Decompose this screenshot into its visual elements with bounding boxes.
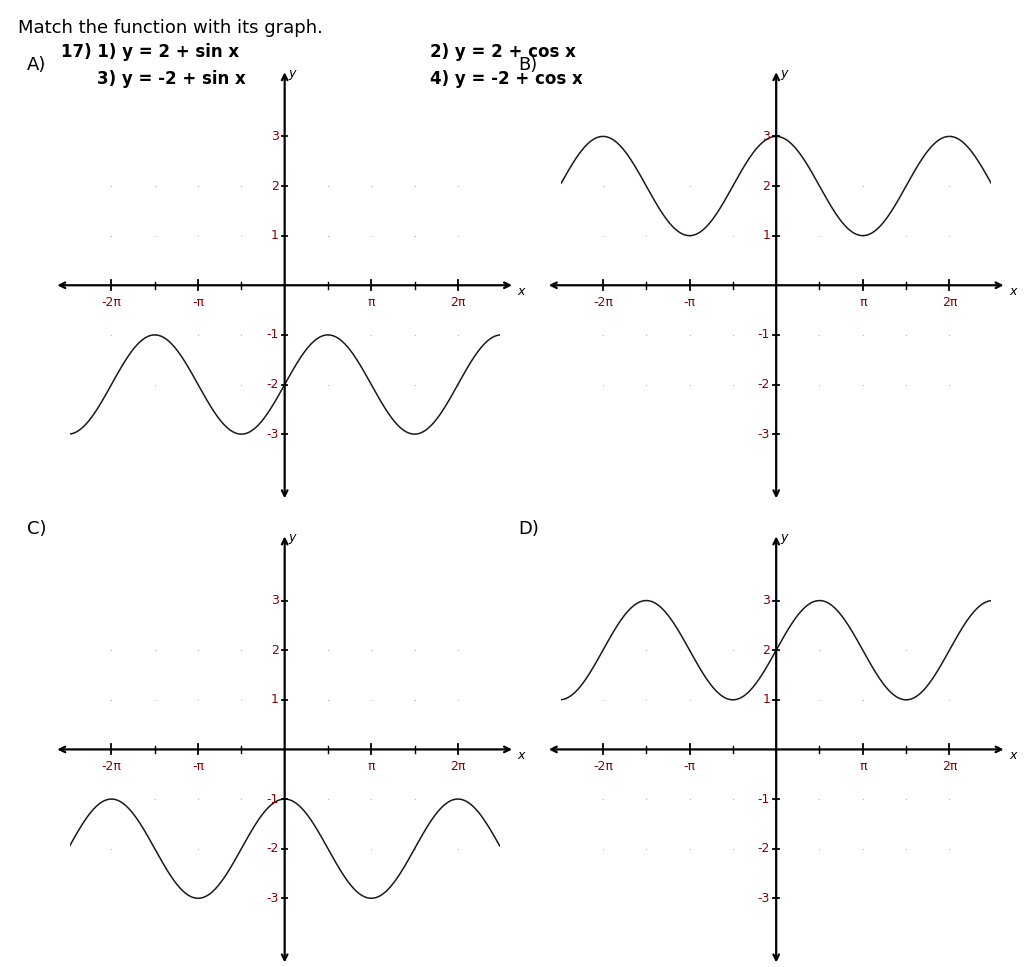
Text: -2π: -2π: [101, 760, 122, 774]
Text: y: y: [289, 67, 296, 80]
Text: 3: 3: [270, 130, 279, 143]
Text: 2π: 2π: [451, 760, 466, 774]
Text: -2: -2: [758, 378, 770, 391]
Text: x: x: [518, 748, 525, 762]
Text: 4) y = -2 + cos x: 4) y = -2 + cos x: [430, 70, 583, 88]
Text: y: y: [780, 531, 787, 544]
Text: y: y: [780, 67, 787, 80]
Text: π: π: [368, 760, 375, 774]
Text: -π: -π: [193, 296, 204, 309]
Text: -3: -3: [266, 892, 279, 905]
Text: x: x: [1009, 748, 1017, 762]
Text: -2: -2: [758, 842, 770, 855]
Text: x: x: [518, 284, 525, 298]
Text: 1: 1: [270, 229, 279, 242]
Text: 3: 3: [762, 130, 770, 143]
Text: 2π: 2π: [942, 296, 957, 309]
Text: 1: 1: [762, 693, 770, 706]
Text: -1: -1: [266, 793, 279, 806]
Text: -3: -3: [266, 427, 279, 441]
Text: -3: -3: [758, 427, 770, 441]
Text: A): A): [27, 56, 46, 74]
Text: 1: 1: [270, 693, 279, 706]
Text: 17) 1) y = 2 + sin x: 17) 1) y = 2 + sin x: [61, 43, 240, 61]
Text: π: π: [859, 760, 866, 774]
Text: π: π: [859, 296, 866, 309]
Text: -π: -π: [684, 296, 695, 309]
Text: y: y: [289, 531, 296, 544]
Text: -2: -2: [266, 378, 279, 391]
Text: B): B): [518, 56, 538, 74]
Text: 2π: 2π: [942, 760, 957, 774]
Text: -2π: -2π: [593, 760, 613, 774]
Text: 3: 3: [762, 594, 770, 607]
Text: 2: 2: [270, 180, 279, 192]
Text: 2π: 2π: [451, 296, 466, 309]
Text: -2π: -2π: [101, 296, 122, 309]
Text: x: x: [1009, 284, 1017, 298]
Text: 2: 2: [762, 180, 770, 192]
Text: -2π: -2π: [593, 296, 613, 309]
Text: 3: 3: [270, 594, 279, 607]
Text: 2) y = 2 + cos x: 2) y = 2 + cos x: [430, 43, 575, 61]
Text: -1: -1: [266, 329, 279, 341]
Text: 2: 2: [762, 644, 770, 657]
Text: -1: -1: [758, 329, 770, 341]
Text: -2: -2: [266, 842, 279, 855]
Text: -3: -3: [758, 892, 770, 905]
Text: π: π: [368, 296, 375, 309]
Text: 1: 1: [762, 229, 770, 242]
Text: 3) y = -2 + sin x: 3) y = -2 + sin x: [97, 70, 246, 88]
Text: C): C): [27, 520, 46, 539]
Text: -1: -1: [758, 793, 770, 806]
Text: D): D): [518, 520, 539, 539]
Text: Match the function with its graph.: Match the function with its graph.: [18, 19, 324, 38]
Text: -π: -π: [684, 760, 695, 774]
Text: 2: 2: [270, 644, 279, 657]
Text: -π: -π: [193, 760, 204, 774]
